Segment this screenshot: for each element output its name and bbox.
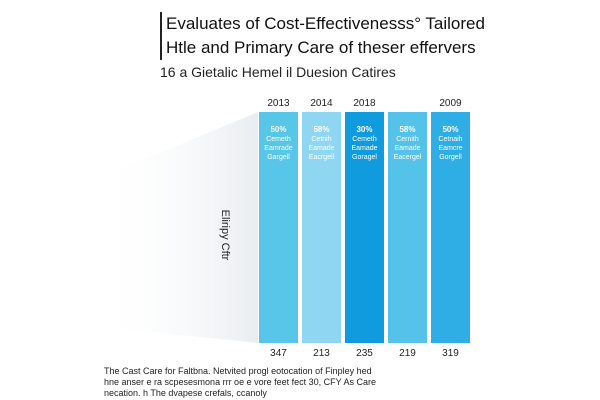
bar-label-1-2: Eamade [308, 145, 334, 152]
title-line-2: Htle and Primary Care of theser efferver… [160, 36, 580, 60]
bar-label-0-0: 50% [270, 125, 286, 134]
title-line-1: Evaluates of Cost-Effectivenesss° Tailor… [160, 12, 580, 36]
caption-line-1: The Cast Care for Faltbna. Netvited prog… [104, 366, 372, 376]
value-label-1: 213 [313, 348, 330, 359]
caption-line-2: hne anser e ra scpesesmona rrr oe e vore… [104, 377, 376, 387]
x-tick-label-0: 2013 [267, 98, 290, 109]
bar-label-1-1: Cetnih [311, 136, 331, 143]
value-label-3: 219 [399, 348, 416, 359]
bar-label-0-2: Eamrade [264, 145, 293, 152]
value-label-0: 347 [270, 348, 287, 359]
bar-label-1-0: 58% [313, 125, 329, 134]
chart-subtitle: 16 a Gietalic Hemel il Duesion Catires [160, 64, 396, 80]
background-shade [95, 112, 258, 343]
chart-caption: The Cast Care for Faltbna. Netvited prog… [104, 366, 524, 399]
caption-line-3: necation. h The dvapese crefals, ccanoly [104, 388, 267, 398]
bar-label-2-0: 30% [356, 125, 372, 134]
y-axis-label: Eliripy Cftr [219, 210, 231, 261]
bar-3 [388, 112, 427, 343]
bar-label-4-1: Cetnaih [438, 136, 462, 143]
bar-4 [431, 112, 470, 343]
bar-label-3-2: Eamade [394, 145, 420, 152]
bar-label-0-3: Gargell [267, 154, 290, 161]
bar-0 [259, 112, 298, 343]
bar-label-3-3: Eacergel [394, 154, 422, 161]
bar-label-2-3: Goragel [352, 154, 377, 161]
bar-label-4-3: Gorgell [439, 154, 462, 161]
bar-label-1-3: Eacrgell [309, 154, 335, 161]
bar-label-2-2: Eamade [351, 145, 377, 152]
bar-label-3-1: Cernith [396, 136, 419, 143]
bar-label-4-0: 50% [442, 125, 458, 134]
x-tick-label-2: 2018 [353, 98, 376, 109]
bar-1 [302, 112, 341, 343]
x-tick-label-4: 2009 [439, 98, 462, 109]
bar-label-0-1: Cemeth [266, 136, 291, 143]
bar-label-2-1: Cemeth [352, 136, 377, 143]
chart-title: Evaluates of Cost-Effectivenesss° Tailor… [160, 12, 580, 60]
bar-label-3-0: 58% [399, 125, 415, 134]
x-tick-label-1: 2014 [310, 98, 333, 109]
value-label-4: 319 [442, 348, 459, 359]
value-label-2: 235 [356, 348, 373, 359]
bar-label-4-2: Eamcre [438, 145, 462, 152]
bar-2 [345, 112, 384, 343]
